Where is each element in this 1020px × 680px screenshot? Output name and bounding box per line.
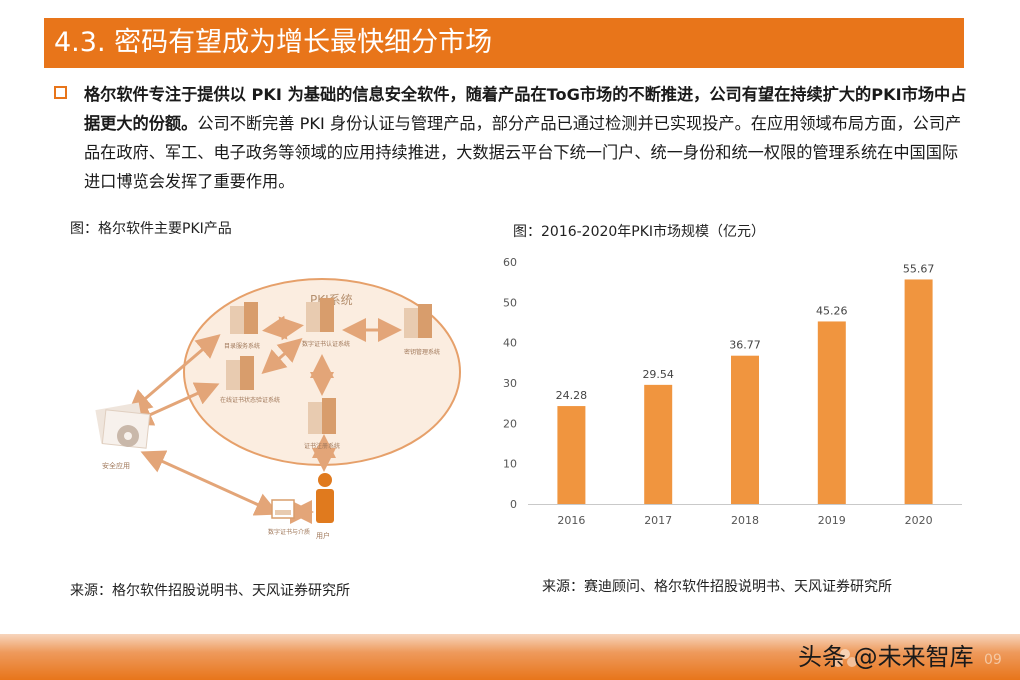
ca-server-icon [306, 298, 334, 332]
cert-media-label: 数字证书与介质 [268, 528, 310, 536]
y-tick-label: 0 [510, 498, 517, 511]
left-figure-caption: 图：格尔软件主要PKI产品 [70, 221, 232, 237]
ra-label: 证书注册系统 [304, 442, 340, 450]
security-app-label: 安全应用 [102, 461, 130, 470]
security-app-icon [95, 402, 151, 449]
bar-2019 [817, 321, 846, 504]
bar-2018 [731, 355, 759, 504]
value-label-2017: 29.54 [642, 368, 674, 381]
left-figure-source: 来源：格尔软件招股说明书、天风证券研究所 [70, 583, 350, 599]
value-label-2018: 36.77 [729, 339, 761, 352]
value-label-2020: 55.67 [903, 262, 935, 275]
x-tick-label-2019: 2019 [818, 514, 846, 527]
ocsp-label: 在线证书状态验证系统 [220, 396, 280, 404]
value-label-2019: 45.26 [816, 304, 848, 317]
bullet-icon [54, 86, 67, 99]
title-bar: 4.3. 密码有望成为增长最快细分市场 [44, 18, 964, 68]
directory-label: 目录服务系统 [224, 342, 260, 350]
y-tick-label: 50 [503, 296, 517, 309]
user-icon [316, 473, 334, 523]
value-label-2016: 24.28 [556, 389, 588, 402]
key-mgmt-server-icon [404, 304, 432, 338]
user-label: 用户 [316, 531, 330, 540]
watermark-text: 头条 @未来智库 [798, 643, 974, 671]
y-tick-label: 20 [503, 417, 517, 430]
right-figure-caption: 图：2016-2020年PKI市场规模（亿元） [513, 224, 766, 240]
ocsp-server-icon [226, 356, 254, 390]
tf-securities-logo-icon [833, 649, 857, 667]
pki-system-diagram: PKI系统 目录服务系统 数字证书认证系统 密钥管理系统 在线证书状态验证系统 … [95, 278, 461, 540]
y-tick-label: 40 [503, 337, 517, 350]
body-paragraph: 格尔软件专注于提供以 PKI 为基础的信息安全软件，随着产品在ToG市场的不断推… [84, 80, 968, 196]
bar-2020 [904, 279, 933, 504]
y-tick-label: 30 [503, 377, 517, 390]
x-tick-label-2020: 2020 [905, 514, 933, 527]
cert-media-icon [271, 499, 295, 519]
key-mgmt-label: 密钥管理系统 [404, 348, 440, 356]
y-tick-label: 10 [503, 458, 517, 471]
ca-label: 数字证书认证系统 [302, 340, 350, 348]
x-tick-label-2016: 2016 [557, 514, 585, 527]
y-tick-label: 60 [503, 256, 517, 269]
bar-2017 [644, 384, 673, 504]
ra-server-icon [308, 398, 336, 434]
right-figure-source: 来源：赛迪顾问、格尔软件招股说明书、天风证券研究所 [542, 579, 892, 595]
footer-band [0, 634, 1020, 680]
body-bold-text: 格尔软件专注于提供以 PKI 为基础的信息安全软件，随着产品在ToG市场的不断推… [84, 85, 967, 133]
directory-server-icon [230, 302, 258, 334]
x-tick-label-2017: 2017 [644, 514, 672, 527]
body-normal-text: 公司不断完善 PKI 身份认证与管理产品，部分产品已通过检测并已实现投产。在应用… [84, 114, 962, 191]
x-tick-label-2018: 2018 [731, 514, 759, 527]
page-title: 4.3. 密码有望成为增长最快细分市场 [54, 27, 493, 58]
bar-2016 [557, 406, 586, 504]
page-number: 09 [984, 652, 1002, 668]
